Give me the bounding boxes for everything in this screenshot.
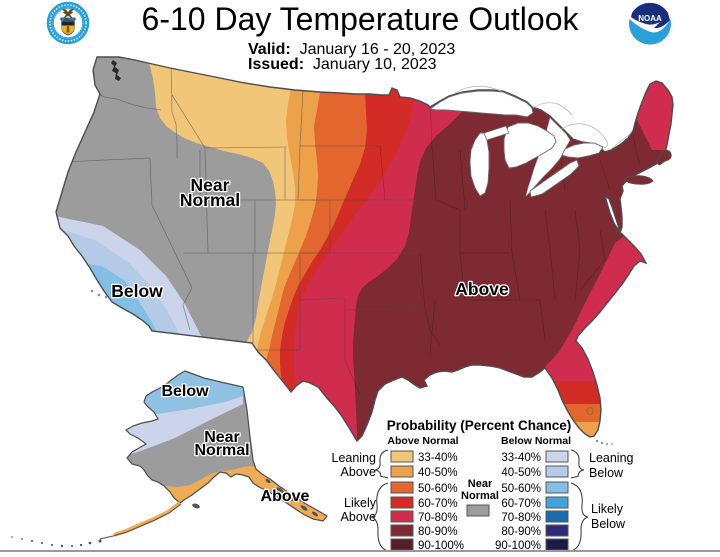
svg-text:90-100%: 90-100% [495,540,541,552]
svg-text:Normal: Normal [461,490,499,502]
svg-text:Probability (Percent Chance): Probability (Percent Chance) [387,418,572,433]
svg-text:Near: Near [204,429,240,446]
svg-text:Leaning: Leaning [332,451,377,465]
svg-text:80-90%: 80-90% [418,526,458,538]
svg-text:Below: Below [161,383,209,400]
svg-text:33-40%: 33-40% [501,452,541,464]
svg-text:40-50%: 40-50% [501,467,541,479]
svg-text:Above: Above [341,465,376,479]
svg-text:80-90%: 80-90% [501,526,541,538]
svg-text:Likely: Likely [591,502,624,516]
svg-text:Below Normal: Below Normal [501,435,571,447]
svg-text:Below: Below [589,466,624,480]
svg-text:NOAA: NOAA [638,14,662,23]
svg-text:Above: Above [341,510,376,524]
svg-text:50-60%: 50-60% [418,483,458,495]
svg-text:Normal: Normal [194,442,249,459]
svg-text:Above: Above [455,279,509,299]
svg-text:Normal: Normal [180,190,240,210]
svg-text:Below: Below [111,281,163,301]
svg-text:Likely: Likely [344,496,377,510]
svg-text:90-100%: 90-100% [418,540,464,552]
svg-text:Near: Near [191,175,230,195]
svg-text:Above Normal: Above Normal [387,435,458,447]
svg-text:60-70%: 60-70% [501,498,541,510]
svg-text:40-50%: 40-50% [418,467,458,479]
svg-text:33-40%: 33-40% [418,452,458,464]
svg-text:50-60%: 50-60% [501,483,541,495]
svg-text:Above: Above [261,488,310,505]
svg-text:Below: Below [591,517,626,531]
svg-text:Near: Near [468,478,493,490]
svg-text:70-80%: 70-80% [501,512,541,524]
svg-text:60-70%: 60-70% [418,498,458,510]
svg-text:Leaning: Leaning [589,451,634,465]
svg-text:70-80%: 70-80% [418,512,458,524]
